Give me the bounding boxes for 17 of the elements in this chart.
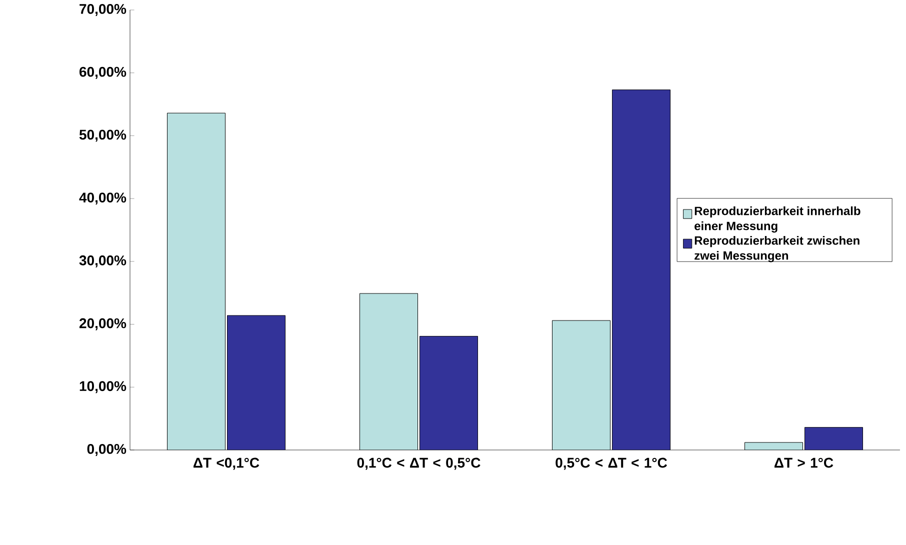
y-tick-label: 40,00% bbox=[79, 192, 126, 205]
y-tick-label: 0,00% bbox=[87, 444, 126, 456]
x-tick-label: ΔT > 1°C bbox=[774, 458, 834, 468]
y-tick-label: 30,00% bbox=[79, 255, 126, 268]
y-tick-label: 70,00% bbox=[80, 4, 126, 16]
x-tick-label: 0,5°C < ΔT < 1°C bbox=[556, 458, 668, 470]
x-tick-label: 0,1°C < ΔT < 0,5°C bbox=[357, 458, 480, 470]
legend-label: Reproduzierbarkeit innerhalb einer Messung bbox=[694, 206, 860, 233]
bar bbox=[360, 293, 418, 450]
bar bbox=[167, 113, 226, 450]
x-tick-label: ΔT <0,1°C bbox=[194, 458, 260, 470]
y-tick-label: 10,00% bbox=[80, 381, 126, 394]
y-tick-label: 60,00% bbox=[80, 66, 126, 79]
bar bbox=[552, 320, 610, 450]
y-tick-label: 50,00% bbox=[79, 130, 126, 142]
legend-label: Reproduzierbarkeit zwischen zwei Messungen bbox=[694, 236, 860, 262]
y-tick-label: 20,00% bbox=[79, 318, 126, 330]
